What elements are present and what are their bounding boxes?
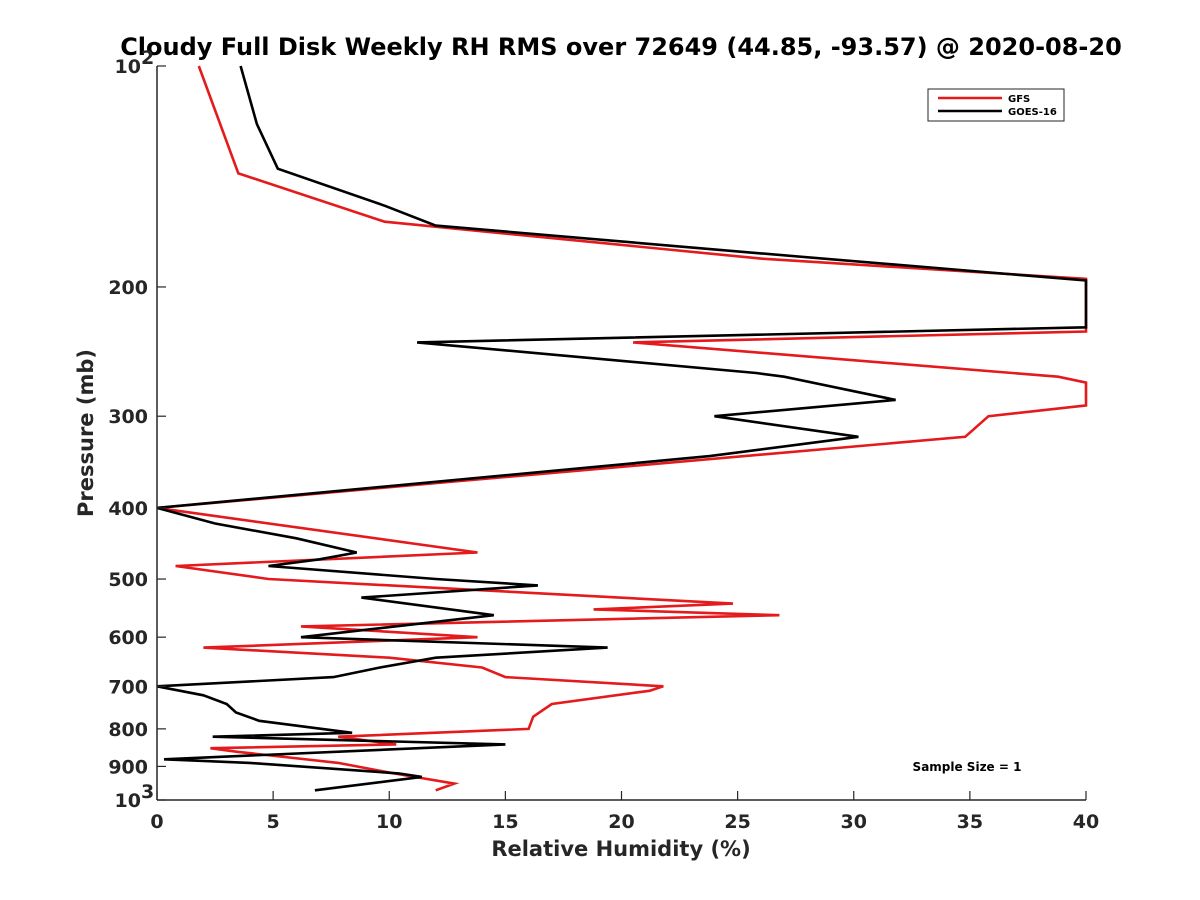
series-layer	[156, 65, 1088, 792]
y-tick-exponent: 3	[141, 781, 154, 803]
y-tick-label: 500	[108, 569, 148, 591]
y-tick-label: 700	[108, 676, 148, 698]
x-tick-label: 20	[608, 811, 634, 833]
x-tick-label: 15	[492, 811, 518, 833]
series-line-goes-16	[156, 65, 1088, 792]
x-tick-label: 5	[267, 811, 280, 833]
x-axis-ticks: 0 5 10 15 20 25 30 35 40	[150, 791, 1099, 833]
y-axis-label: Pressure (mb)	[74, 349, 98, 517]
y-tick-label: 300	[108, 406, 148, 428]
y-tick-label: 900	[108, 756, 148, 778]
y-tick-label: 400	[108, 498, 148, 520]
y-tick-label: 10	[115, 56, 141, 78]
legend-label: GOES-16	[1008, 107, 1057, 118]
x-tick-label: 40	[1073, 811, 1099, 833]
y-tick-exponent: 2	[141, 47, 154, 69]
legend-box	[927, 88, 1065, 122]
x-tick-label: 0	[150, 811, 163, 833]
sample-size-annotation: Sample Size = 1	[913, 760, 1022, 774]
x-axis-label: Relative Humidity (%)	[491, 837, 750, 861]
y-tick-label: 600	[108, 627, 148, 649]
x-tick-label: 35	[957, 811, 983, 833]
y-tick-label: 800	[108, 719, 148, 741]
x-tick-label: 30	[841, 811, 867, 833]
legend: GFS GOES-16	[927, 88, 1065, 122]
x-tick-label: 10	[376, 811, 402, 833]
y-tick-label: 200	[108, 277, 148, 299]
chart-title: Cloudy Full Disk Weekly RH RMS over 7264…	[120, 33, 1122, 61]
legend-label: GFS	[1008, 94, 1030, 105]
x-tick-label: 25	[724, 811, 750, 833]
y-tick-label: 10	[115, 790, 141, 812]
